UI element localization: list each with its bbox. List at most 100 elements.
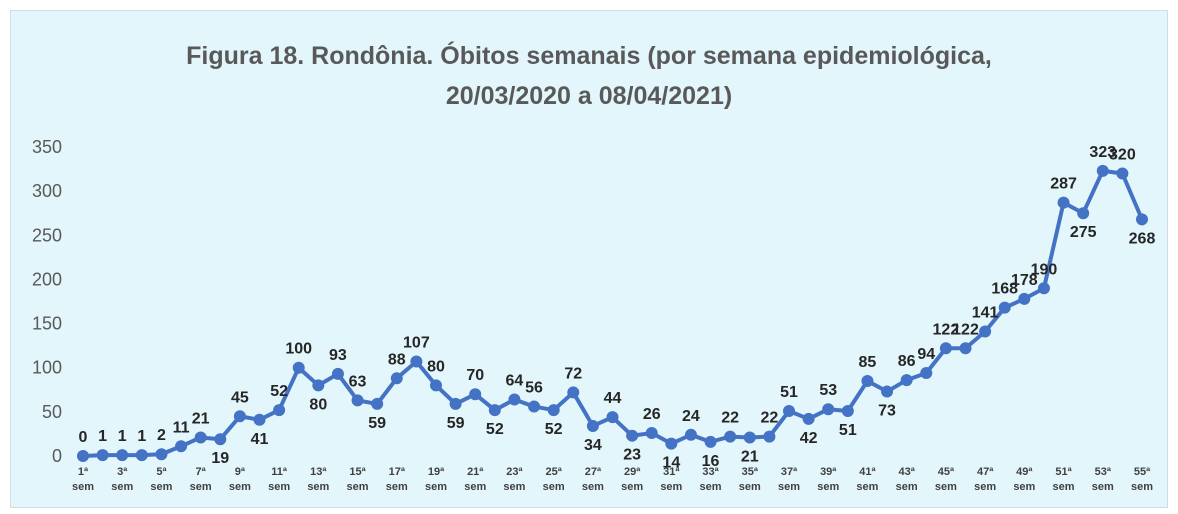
data-label: 73 <box>878 403 896 420</box>
marker <box>822 403 835 416</box>
marker <box>900 374 913 387</box>
data-label: 190 <box>1031 261 1058 278</box>
marker <box>390 372 403 385</box>
data-label: 88 <box>388 351 406 368</box>
marker <box>783 404 795 417</box>
x-tick-label: 51ª sem <box>1052 466 1075 493</box>
data-label: 72 <box>564 365 582 382</box>
marker <box>1096 164 1109 177</box>
marker <box>802 412 815 425</box>
data-label: 53 <box>819 382 837 399</box>
marker <box>1057 196 1070 209</box>
data-label: 14 <box>662 455 680 472</box>
data-label: 59 <box>368 415 386 432</box>
chart-title: 20/03/2020 a 08/04/2021) <box>445 82 733 110</box>
data-label: 122 <box>952 321 979 338</box>
x-tick-label: 23ª sem <box>503 466 526 493</box>
marker <box>998 301 1011 314</box>
data-label: 24 <box>682 408 700 425</box>
x-tick-label: 49ª sem <box>1013 466 1036 493</box>
marker <box>763 430 776 443</box>
data-label: 107 <box>403 335 430 352</box>
x-tick-label: 19ª sem <box>424 466 448 493</box>
data-label: 19 <box>211 450 229 467</box>
data-label: 100 <box>285 341 312 358</box>
x-tick-label: 3ª sem <box>111 466 134 493</box>
marker <box>861 374 874 387</box>
data-label: 275 <box>1070 224 1097 241</box>
data-label: 86 <box>898 353 916 370</box>
marker <box>684 428 697 441</box>
data-label: 22 <box>721 410 739 427</box>
marker <box>194 431 207 444</box>
x-tick-label: 25ª sem <box>542 466 565 493</box>
x-tick-label: 55ª sem <box>1130 466 1154 493</box>
x-tick-label: 5ª sem <box>150 466 173 493</box>
marker <box>567 386 580 399</box>
y-tick-label: 250 <box>32 225 62 245</box>
data-label: 52 <box>545 421 563 438</box>
data-label: 122 <box>933 321 960 338</box>
x-tick-label: 29ª sem <box>621 466 644 493</box>
marker <box>528 400 541 413</box>
x-tick-label: 43ª sem <box>895 466 918 493</box>
data-label: 323 <box>1089 144 1116 161</box>
marker <box>1077 207 1090 220</box>
marker <box>547 404 560 417</box>
data-label: 94 <box>917 346 935 363</box>
marker <box>606 411 619 424</box>
data-label: 41 <box>251 431 269 448</box>
marker <box>959 342 972 355</box>
data-label: 287 <box>1050 176 1077 193</box>
marker <box>979 325 992 338</box>
data-label: 1 <box>137 428 146 445</box>
data-label: 64 <box>506 372 524 389</box>
data-label: 51 <box>839 422 857 439</box>
x-tick-label: 41ª sem <box>856 466 879 493</box>
marker <box>449 397 462 410</box>
y-tick-label: 0 <box>52 446 62 466</box>
data-label: 22 <box>760 410 778 427</box>
marker <box>331 367 344 380</box>
y-tick-label: 150 <box>32 314 62 334</box>
data-label: 26 <box>643 406 661 423</box>
marker <box>1018 292 1031 305</box>
data-label: 45 <box>231 389 249 406</box>
marker <box>135 449 148 462</box>
data-label: 52 <box>486 421 504 438</box>
data-label: 34 <box>584 437 602 454</box>
marker <box>1136 213 1148 226</box>
data-label: 42 <box>800 430 818 447</box>
marker <box>665 437 678 450</box>
data-label: 63 <box>349 373 367 390</box>
marker <box>724 430 737 443</box>
x-tick-label: 37ª sem <box>777 466 801 493</box>
data-label: 1 <box>118 428 127 445</box>
marker <box>488 404 501 417</box>
data-label: 11 <box>173 419 190 436</box>
data-label: 320 <box>1109 146 1136 163</box>
x-tick-label: 7ª sem <box>189 466 212 493</box>
marker <box>312 379 325 392</box>
y-tick-label: 100 <box>32 358 62 378</box>
x-tick-label: 13ª sem <box>307 466 330 493</box>
x-tick-label: 45ª sem <box>934 466 957 493</box>
x-tick-label: 31ª sem <box>660 466 683 493</box>
x-tick-label: 27ª sem <box>581 466 604 493</box>
x-tick-label: 47ª sem <box>974 466 997 493</box>
y-tick-label: 50 <box>42 402 62 422</box>
data-label: 2 <box>157 427 166 444</box>
data-label: 16 <box>702 453 720 470</box>
data-label: 59 <box>447 415 465 432</box>
x-tick-label: 35ª sem <box>738 466 761 493</box>
x-tick-label: 15ª sem <box>346 466 369 493</box>
marker <box>743 431 756 444</box>
data-label: 1 <box>98 428 107 445</box>
x-tick-label: 21ª sem <box>464 466 487 493</box>
data-label: 178 <box>1011 272 1038 289</box>
marker <box>410 355 423 368</box>
data-label: 21 <box>741 448 759 465</box>
data-label: 51 <box>780 384 798 401</box>
x-tick-label: 9ª sem <box>228 466 251 493</box>
